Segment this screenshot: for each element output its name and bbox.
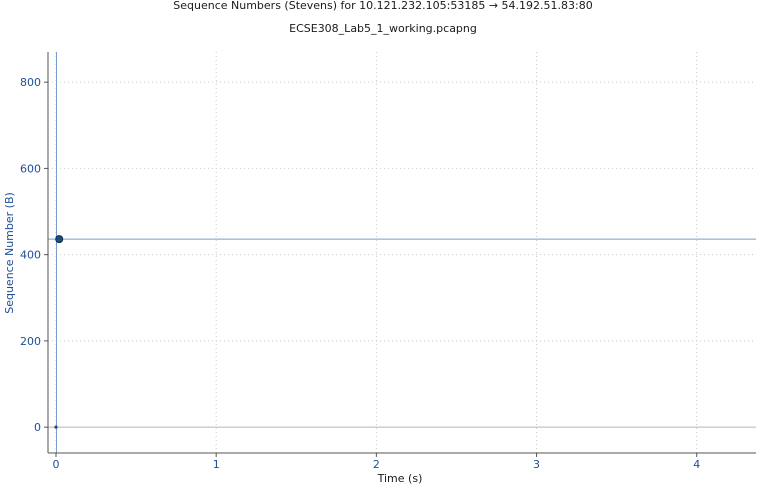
y-tick-label: 600 [20, 162, 41, 175]
y-tick-label: 400 [20, 249, 41, 262]
x-axis-title: Time (s) [377, 472, 423, 485]
plot-area[interactable] [47, 52, 756, 454]
crosshair [48, 52, 756, 453]
y-ticks: 0 200 400 600 800 [20, 76, 48, 434]
data-points [54, 235, 64, 429]
y-tick-label: 0 [34, 421, 41, 434]
x-tick-label: 0 [53, 458, 60, 471]
y-tick-label: 800 [20, 76, 41, 89]
data-point[interactable] [55, 235, 64, 244]
y-tick-label: 200 [20, 335, 41, 348]
data-point[interactable] [54, 425, 58, 429]
x-ticks: 0 1 2 3 4 [53, 453, 700, 471]
y-axis-title: Sequence Number (B) [3, 192, 16, 314]
x-tick-label: 2 [373, 458, 380, 471]
chart-subtitle: ECSE308_Lab5_1_working.pcapng [289, 22, 477, 35]
x-tick-label: 3 [533, 458, 540, 471]
grid-lines [48, 52, 756, 453]
x-tick-label: 4 [693, 458, 700, 471]
chart-title: Sequence Numbers (Stevens) for 10.121.23… [173, 0, 592, 12]
x-tick-label: 1 [213, 458, 220, 471]
